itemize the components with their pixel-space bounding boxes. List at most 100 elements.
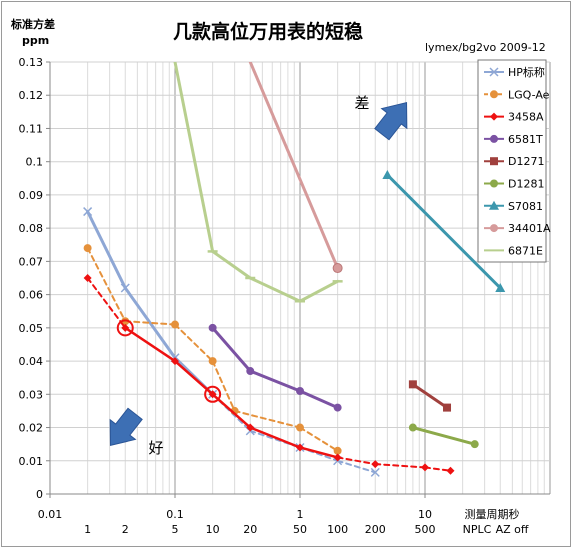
series-3458a-2-highlight: [204, 385, 222, 403]
az-label: AZ off: [496, 523, 529, 536]
y-tick-label: 0.07: [19, 255, 44, 268]
y-tick-label: 0.1: [26, 156, 44, 169]
legend-item-0: HP标称: [484, 65, 545, 79]
series-3458a-2-segment: [336, 456, 377, 466]
arrow-better-icon-shape: [109, 407, 143, 446]
legend-item-7: 34401A: [484, 222, 551, 235]
nplc-label: NPLC: [463, 523, 492, 536]
legend-label: D1281: [508, 178, 544, 191]
y-axis-unit: ppm: [22, 34, 49, 47]
x-axis-label: 测量周期秒: [465, 507, 520, 521]
series-34401a-7-point: [332, 263, 343, 274]
y-tick-label: 0.01: [19, 455, 44, 468]
legend-label: 6871E: [508, 244, 543, 257]
y-tick-label: 0.12: [19, 89, 44, 102]
y-tick-label: 0.04: [19, 355, 44, 368]
series-3458a-2-point: [246, 423, 255, 432]
legend-label: 3458A: [508, 111, 544, 124]
series-6581t-3: [208, 323, 342, 412]
series-d1271-4-point: [408, 380, 417, 389]
series-3458a-2-segment: [124, 326, 177, 363]
series-6581t-3-point: [296, 386, 304, 395]
series-3458a-2-point: [371, 460, 380, 469]
series-lgqae-1-point: [296, 423, 304, 432]
series-3458a-2-point: [446, 466, 455, 475]
legend-swatch-marker: [490, 112, 498, 121]
series-hp-0-point-b: [370, 467, 380, 477]
legend-swatch-marker: [490, 224, 498, 233]
series-3458a-2-point: [83, 274, 92, 282]
series-6581t-3-point: [246, 367, 255, 376]
series-s7081-6-point: [382, 169, 393, 179]
series-hp-0-segment: [123, 286, 177, 360]
series-3458a-2-segment: [424, 466, 452, 472]
series-6871e-8-segment: [248, 276, 302, 303]
series-lgqae-1-point: [333, 446, 342, 455]
series-hp-0-segment: [299, 446, 339, 462]
series-6871e-8-segment: [211, 249, 252, 280]
series-d1281-5: [408, 423, 479, 449]
legend: HP标称 LGQ-Ae 3458A 6581T D1271 D1281 S7081 34401…: [477, 59, 551, 263]
series-lgqae-1-point: [171, 320, 179, 329]
series-lgqae-1-point: [208, 357, 217, 366]
series-3458a-2-point: [171, 357, 179, 366]
legend-item-4: D1271: [484, 155, 544, 168]
y-tick-label: 0.02: [19, 422, 44, 435]
series-3458a-2-point: [121, 323, 130, 332]
series-3458a-2: [83, 274, 455, 475]
series-lgqae-1-segment: [174, 323, 214, 363]
annotation-worse: 差: [354, 94, 369, 112]
legend-item-3: 6581T: [484, 133, 543, 146]
series-3458a-2-highlight: [116, 319, 134, 337]
series-lgqae-1-segment: [299, 426, 339, 452]
chart-title: 几款高位万用表的短稳: [173, 20, 363, 43]
series-hp-0-point: [83, 207, 93, 217]
legend-swatch-marker: [489, 67, 499, 77]
series-d1271-4: [408, 380, 452, 412]
series-6581t-3-point: [208, 323, 217, 332]
series-lgqae-1-point: [83, 244, 92, 253]
series-6871e-8-segment: [298, 279, 340, 303]
legend-label: LGQ-Ae: [508, 88, 550, 101]
series-s7081-6: [382, 169, 506, 292]
legend-item-8: 6871E: [484, 244, 543, 257]
series-6581t-3-segment: [298, 389, 340, 410]
series-6871e-8: [173, 62, 343, 303]
y-tick-label: 0.05: [19, 322, 44, 335]
series-hp-0-segment: [86, 210, 127, 290]
nplc-tick-label: 100: [327, 523, 348, 536]
series-34401a-7-segment: [248, 62, 340, 270]
series-d1281-5-segment: [411, 426, 477, 446]
series-3458a-2-point: [208, 390, 217, 399]
series-d1271-4-segment: [411, 382, 449, 410]
series-hp-0-point-b: [120, 283, 130, 293]
arrow-worse-icon-shape: [374, 102, 408, 141]
y-tick-label: 0.09: [19, 189, 44, 202]
legend-item-5: D1281: [484, 178, 544, 191]
nplc-tick-label: 2: [122, 523, 129, 536]
nplc-tick-label: 1: [84, 523, 91, 536]
series-3458a-2-point: [421, 463, 429, 472]
legend-swatch-marker: [490, 90, 498, 99]
series-lgqae-1-segment: [211, 360, 236, 412]
y-axis-label: 标准方差: [10, 17, 55, 31]
legend-swatch-marker: [490, 179, 498, 188]
series-3458a-2-point: [296, 443, 304, 452]
series-34401a-7: [248, 62, 343, 274]
legend-item-2: 3458A: [484, 111, 544, 124]
legend-item-1: LGQ-Ae: [484, 88, 550, 101]
legend-item-6: S7081: [484, 200, 543, 213]
annotation-better: 好: [148, 439, 163, 457]
x-tick-label: 10: [418, 508, 432, 521]
nplc-tick-label: 50: [293, 523, 307, 536]
y-tick-label: 0.08: [19, 222, 44, 235]
legend-swatch-marker: [490, 157, 498, 166]
nplc-tick-label: 5: [172, 523, 179, 536]
legend-swatch-marker: [489, 200, 499, 210]
series-3458a-2-segment: [249, 426, 302, 449]
series-s7081-6-point: [495, 282, 506, 292]
legend-label: D1271: [508, 155, 544, 168]
x-tick-label: 0.01: [38, 508, 63, 521]
series-d1271-4-point: [443, 403, 452, 412]
